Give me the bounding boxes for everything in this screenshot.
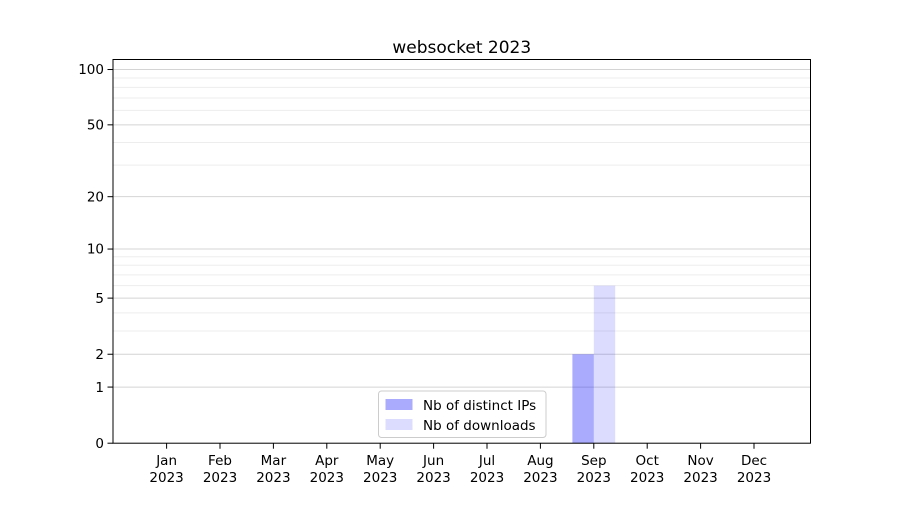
x-tick-label: Mar 2023 xyxy=(256,453,290,486)
y-tick-label: 0 xyxy=(95,436,104,452)
x-tick-label: Oct 2023 xyxy=(630,453,664,486)
chart-title: websocket 2023 xyxy=(392,38,531,58)
x-tick-label: Jul 2023 xyxy=(470,453,504,486)
x-tick-label: May 2023 xyxy=(363,453,397,486)
x-tick-label: Feb 2023 xyxy=(203,453,237,486)
y-tick-label: 5 xyxy=(95,291,104,307)
x-tick-label: Dec 2023 xyxy=(737,453,771,486)
y-tick-label: 1 xyxy=(95,380,104,396)
x-tick-label: Sep 2023 xyxy=(577,453,611,486)
axis-labels: 0 1 2 5 10 20 50 100 Jan 2023 Feb 2023 Mar 2023 Apr 202… xyxy=(78,62,771,486)
minor-gridlines xyxy=(113,77,811,332)
x-tick-label: Apr 2023 xyxy=(310,453,344,486)
axis-ticks xyxy=(107,69,755,449)
y-tick-label: 50 xyxy=(87,118,104,134)
legend-label-downloads: Nb of downloads xyxy=(423,418,536,434)
legend: Nb of distinct IPs Nb of downloads xyxy=(378,390,547,438)
y-tick-label: 10 xyxy=(87,242,104,258)
legend-box xyxy=(378,390,547,438)
legend-swatch-downloads xyxy=(385,419,413,430)
y-tick-label: 100 xyxy=(78,62,104,78)
bar-distinct-ips-sep xyxy=(572,354,594,444)
x-tick-label: Jun 2023 xyxy=(416,453,450,486)
major-gridlines xyxy=(113,69,811,388)
y-tick-label: 2 xyxy=(95,347,104,363)
bars xyxy=(572,285,616,444)
x-tick-label: Aug 2023 xyxy=(523,453,557,486)
y-tick-label: 20 xyxy=(87,189,104,205)
x-tick-label: Nov 2023 xyxy=(683,453,717,486)
legend-label-distinct-ips: Nb of distinct IPs xyxy=(423,398,536,414)
bar-downloads-sep xyxy=(593,285,616,444)
plot-frame xyxy=(112,59,811,444)
x-tick-label: Jan 2023 xyxy=(149,453,183,486)
legend-swatch-distinct-ips xyxy=(385,399,413,410)
